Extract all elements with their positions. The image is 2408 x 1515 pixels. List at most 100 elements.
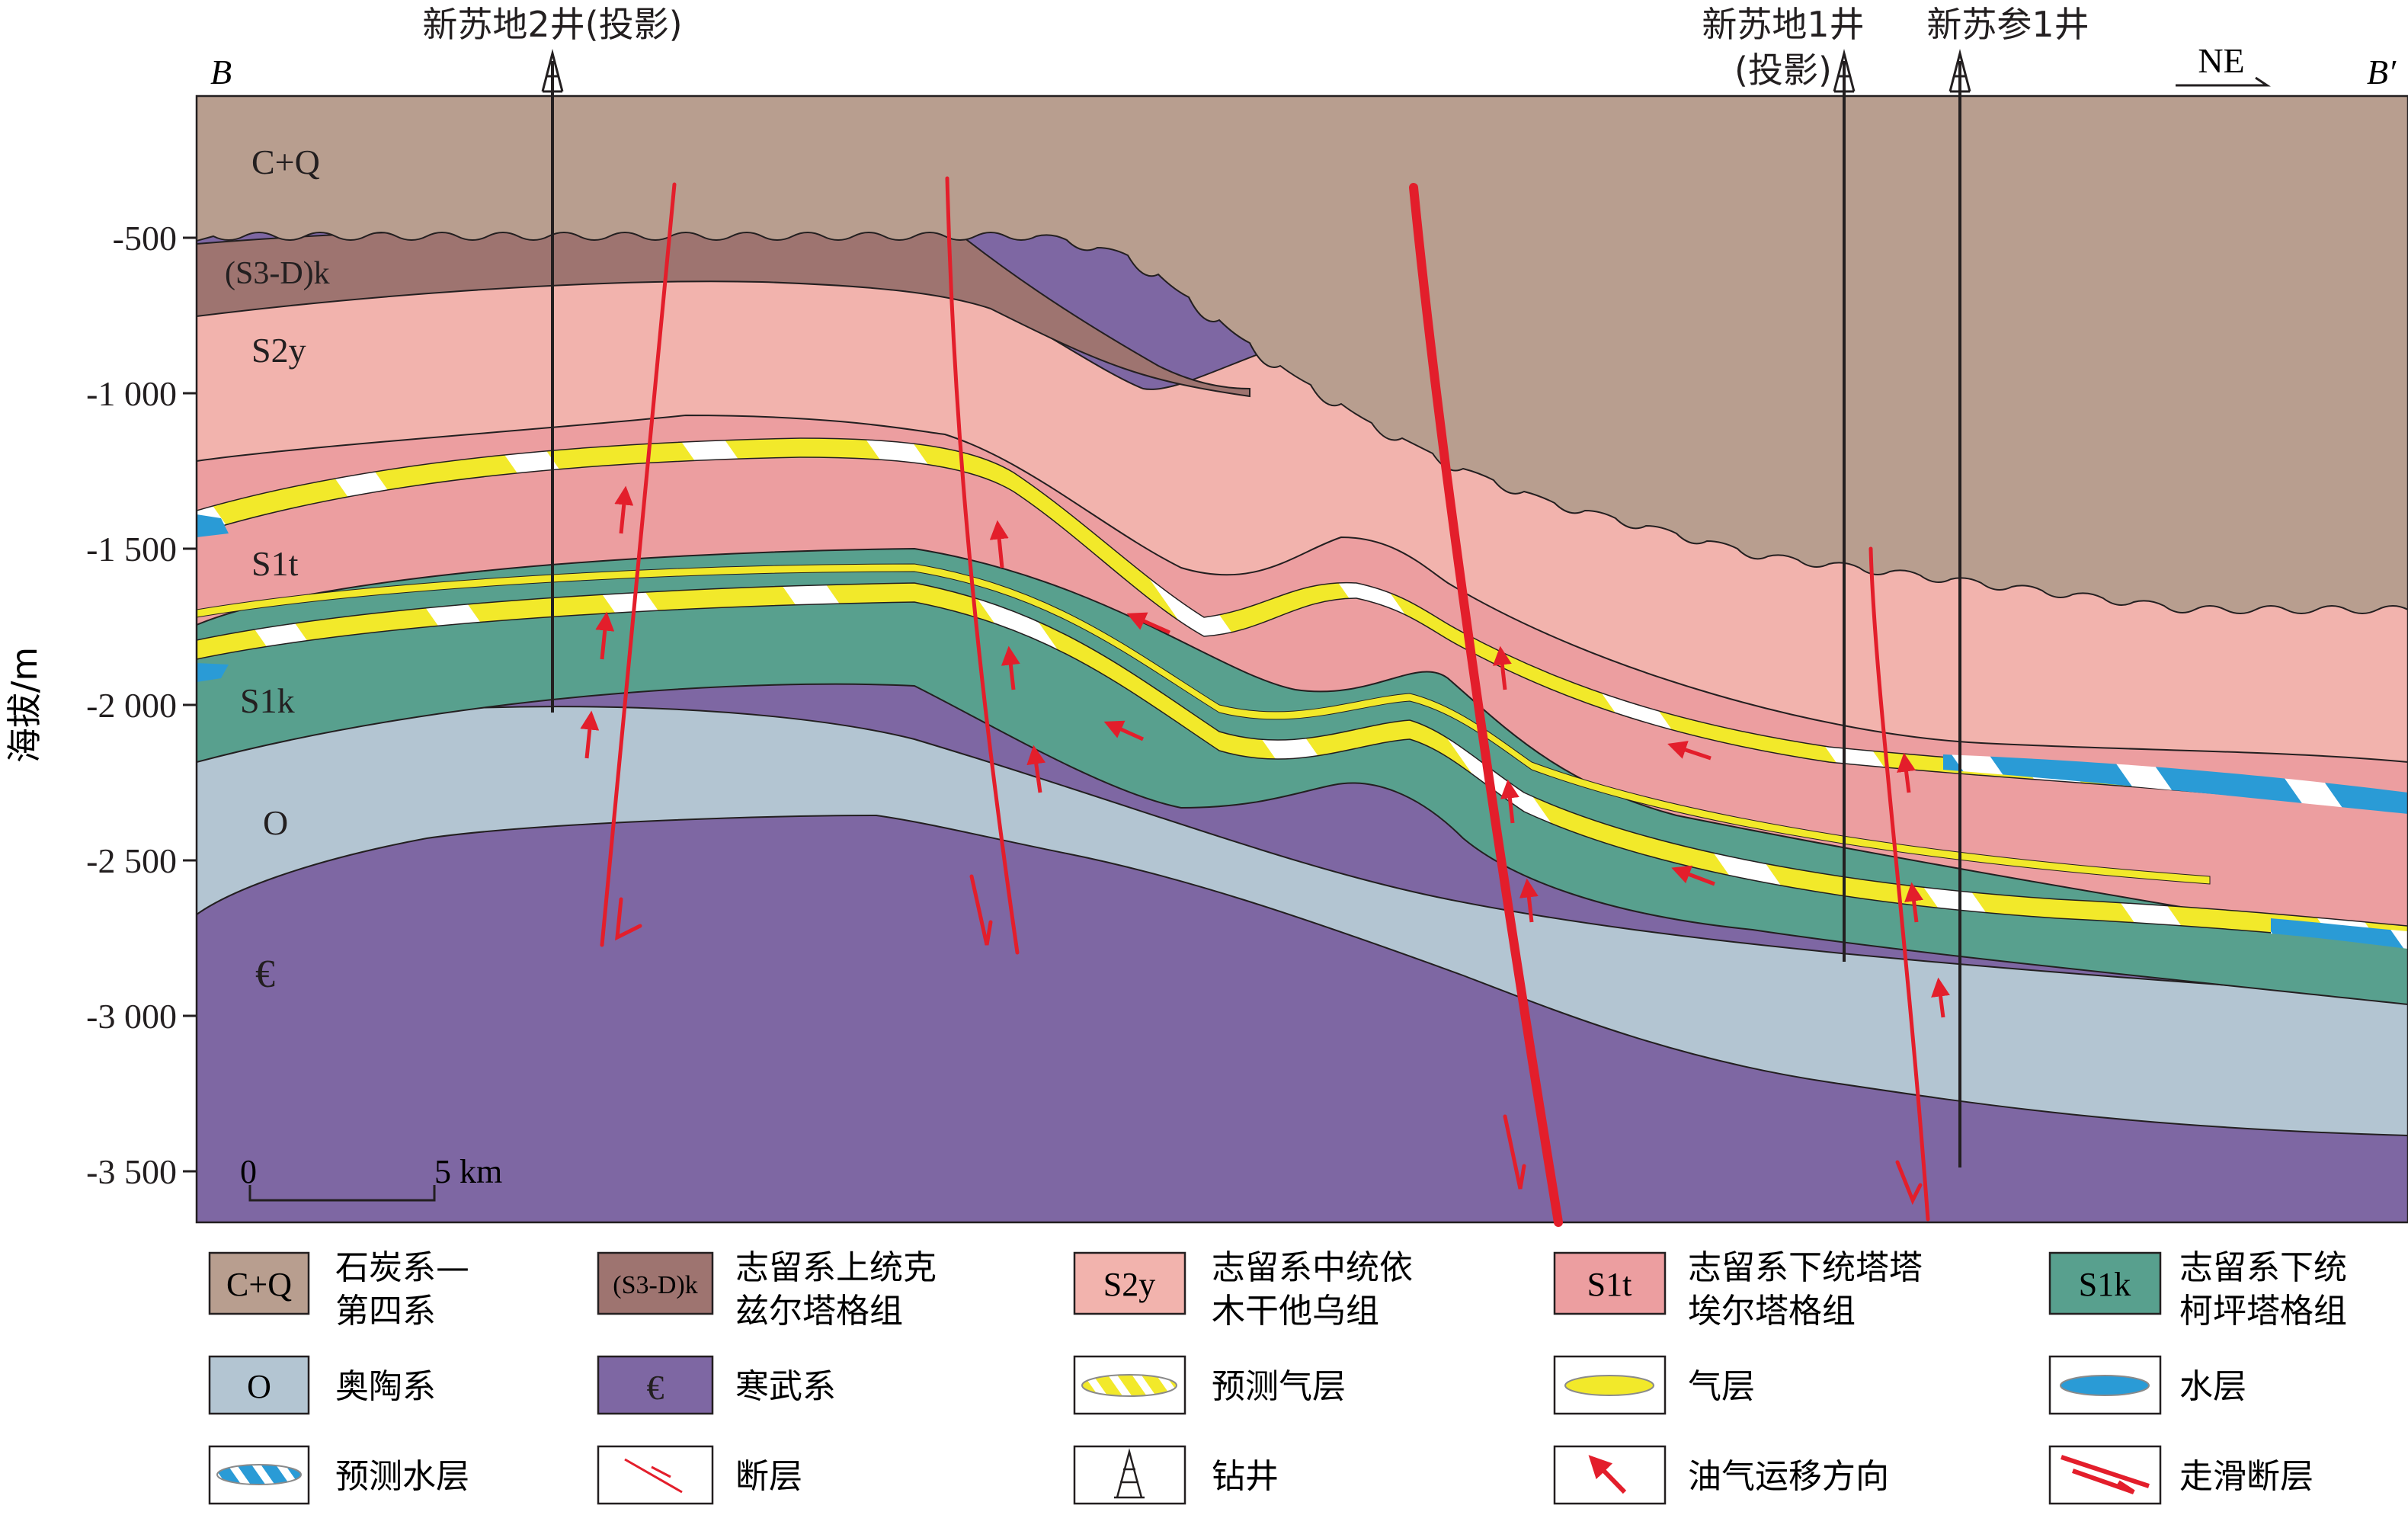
migration-arrow (614, 485, 634, 534)
legend-label: 第四系 (335, 1292, 436, 1331)
water-band-lower-right (2271, 918, 2408, 949)
water-band-lower-left (197, 663, 229, 682)
legend: C+Q 石炭系— 第四系 (S3-D)k 志留系上统克 兹尔塔格组 S2y 志留… (208, 1248, 2347, 1505)
water-band-left (197, 514, 229, 537)
water-layer-icon (2060, 1375, 2150, 1396)
fault-3-sense-arrow (1895, 1160, 1923, 1206)
ytick-label: -3 000 (86, 997, 177, 1036)
fault-2-sense-arrow (969, 874, 993, 946)
migration-arrow (1667, 741, 1712, 761)
legend-label: 石炭系— (335, 1248, 469, 1287)
legend-symbol-s1k: S1k (2079, 1266, 2131, 1303)
well-3-derrick-icon (1948, 49, 1971, 93)
legend-symbol-s3dk: (S3-D)k (613, 1271, 697, 1299)
fault-1-sense-arrow (615, 897, 642, 941)
water-band-right (1943, 754, 2408, 814)
predicted-gas-band-lower (197, 582, 2408, 946)
well-3-label: 新苏参1井 (1926, 4, 2089, 45)
legend-label: 木干他乌组 (1212, 1292, 1379, 1331)
legend-box-well (1073, 1445, 1186, 1505)
migration-arrow (1500, 779, 1519, 824)
layer-labels: C+Q (S3-D)k S2y S1t S1k O € (225, 143, 330, 996)
well-1-label: 新苏地2井(投影) (422, 4, 682, 45)
legend-label: 寒武系 (735, 1367, 836, 1406)
migration-arrow (1671, 865, 1715, 886)
layer-label-s3dk: (S3-D)k (225, 256, 330, 291)
predicted-water-icon (216, 1464, 302, 1485)
profile-end-label: B′ (2367, 53, 2397, 91)
legend-label: 水层 (2179, 1367, 2246, 1406)
section-frame (195, 94, 2408, 1224)
migration-arrow (1103, 720, 1145, 741)
migration-arrow (1026, 745, 1046, 793)
layer-ordovician (197, 706, 2408, 1137)
migration-direction-icon (1588, 1455, 1627, 1494)
well-1-derrick-icon (541, 49, 564, 93)
ytick-label: -1 500 (86, 530, 177, 569)
strike-slip-fault (1409, 183, 1563, 1227)
migration-arrow (989, 520, 1009, 569)
legend-label: 预测水层 (335, 1457, 469, 1496)
ytick-label: -2 000 (86, 686, 177, 725)
scale-bar: 0 5 km (240, 1153, 502, 1202)
ytick-label: -2 500 (86, 841, 177, 880)
legend-label: 志留系中统依 (1212, 1248, 1413, 1287)
legend-swatch-s1t (1553, 1251, 1667, 1315)
legend-swatch-s3dk (597, 1251, 714, 1315)
migration-arrow (1931, 977, 1950, 1018)
legend-swatch-s1k (2048, 1251, 2162, 1315)
migration-arrow (1126, 612, 1171, 635)
ytick-label: -1 000 (86, 374, 177, 413)
well-2-derrick-icon (1833, 49, 1856, 93)
fault-1 (600, 182, 677, 947)
faults (600, 176, 1930, 1227)
legend-label: 志留系下统塔塔 (1688, 1248, 1923, 1287)
legend-swatch-cq (208, 1251, 310, 1315)
legend-label: 走滑断层 (2179, 1457, 2314, 1496)
ytick-label: -3 500 (86, 1152, 177, 1191)
migration-arrows (580, 485, 1950, 1018)
layer-label-o: O (263, 803, 288, 842)
legend-label: 油气运移方向 (1688, 1457, 1889, 1496)
layer-cq (197, 96, 2408, 614)
legend-label: 钻井 (1212, 1457, 1279, 1496)
direction-label: NE (2198, 41, 2244, 80)
legend-label: 兹尔塔格组 (735, 1292, 903, 1331)
legend-symbol-s2y: S2y (1103, 1266, 1155, 1303)
legend-swatch-o (208, 1355, 310, 1415)
strike-slip-fault-icon (2061, 1455, 2150, 1494)
layer-label-cq: C+Q (251, 143, 320, 181)
legend-label: 奥陶系 (335, 1367, 436, 1406)
ytick-label: -500 (113, 219, 177, 258)
gas-band-lower-2 (197, 563, 2211, 885)
migration-arrow (1492, 645, 1512, 690)
legend-symbol-cq: C+Q (226, 1266, 292, 1303)
migration-arrow (1904, 882, 1923, 923)
legend-label: 志留系下统 (2179, 1248, 2347, 1287)
legend-label: 断层 (735, 1457, 802, 1496)
fault-3 (1868, 546, 1930, 1222)
migration-arrow (1001, 645, 1020, 690)
layer-label-s2y: S2y (251, 331, 306, 370)
gas-layer-icon (1564, 1375, 1654, 1396)
layer-label-cambrian: € (255, 953, 275, 996)
wells (541, 49, 1971, 1167)
migration-arrow (595, 611, 615, 660)
legend-label: 志留系上统克 (735, 1248, 937, 1287)
layer-label-s1t: S1t (251, 544, 299, 583)
predicted-gas-icon (1081, 1374, 1177, 1397)
y-axis-ticks (183, 236, 197, 1173)
legend-label: 预测气层 (1212, 1367, 1346, 1406)
direction-arrow-icon (2176, 76, 2271, 87)
layer-label-s1k: S1k (240, 681, 295, 720)
legend-label: 柯坪塔格组 (2179, 1292, 2347, 1331)
well-2-label-line1: 新苏地1井 (1702, 4, 1864, 45)
profile-start-label: B (210, 53, 232, 91)
y-axis-label: 海拔/m (4, 647, 45, 763)
section-body (197, 96, 2408, 1222)
legend-swatch-s2y (1073, 1251, 1186, 1315)
legend-box-strike-slip (2048, 1445, 2162, 1505)
scale-end-label: 5 km (434, 1153, 502, 1190)
scale-zero-label: 0 (240, 1153, 257, 1190)
